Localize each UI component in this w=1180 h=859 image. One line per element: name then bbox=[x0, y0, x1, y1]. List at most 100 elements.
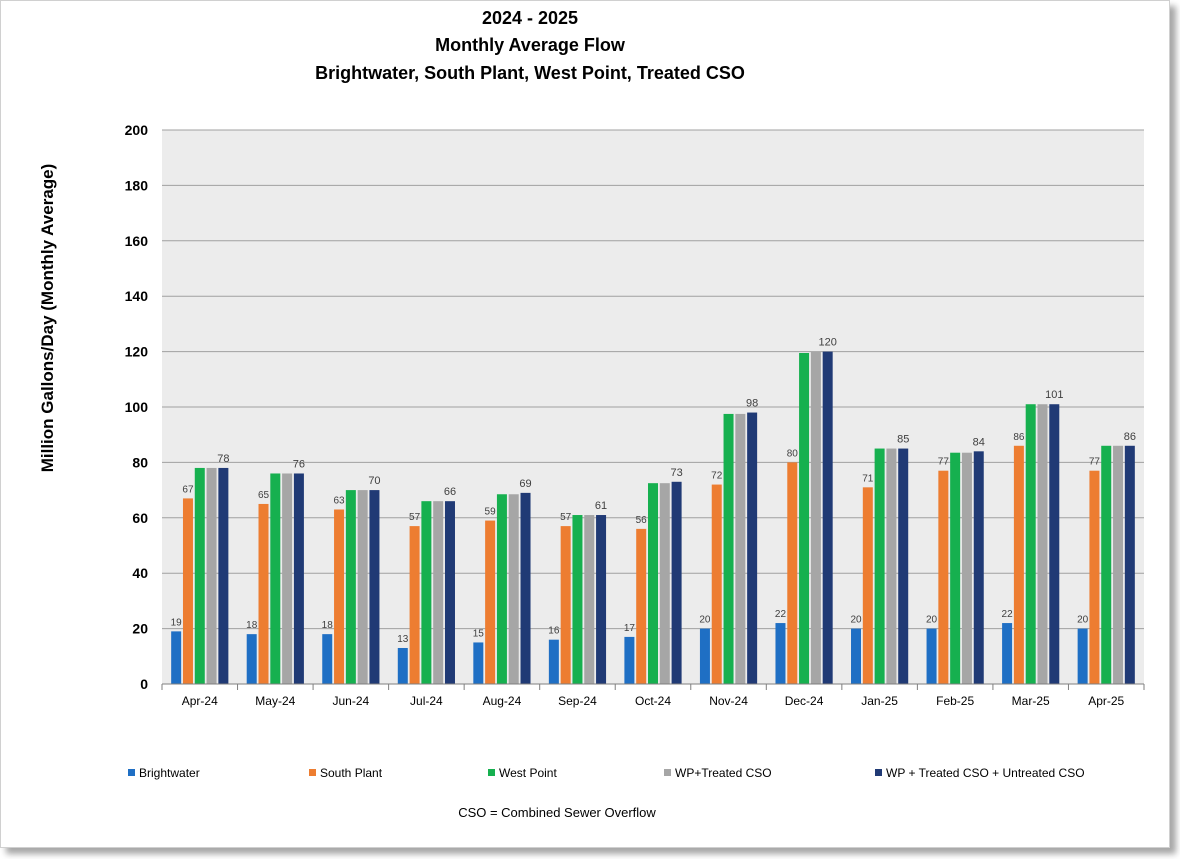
data-label: 101 bbox=[1045, 389, 1063, 401]
chart-title: 2024 - 2025 Monthly Average Flow Brightw… bbox=[315, 8, 745, 83]
y-tick-label: 200 bbox=[125, 122, 149, 138]
x-tick-label: Jun-24 bbox=[332, 694, 369, 708]
bar bbox=[171, 631, 182, 684]
data-label: 69 bbox=[519, 478, 531, 490]
bar bbox=[409, 526, 420, 684]
bar bbox=[421, 501, 432, 684]
y-tick-label: 20 bbox=[132, 621, 148, 637]
bar bbox=[485, 520, 496, 684]
data-label: 67 bbox=[182, 484, 194, 495]
bar bbox=[357, 490, 368, 684]
data-label: 86 bbox=[1013, 432, 1025, 443]
bar bbox=[1049, 404, 1060, 684]
bar bbox=[270, 473, 281, 684]
data-label: 57 bbox=[409, 512, 421, 523]
bar bbox=[473, 642, 484, 684]
y-tick-label: 60 bbox=[132, 510, 148, 526]
legend-entry: WP + Treated CSO + Untreated CSO bbox=[886, 766, 1085, 780]
bar bbox=[636, 528, 647, 684]
data-labels: 19 18 18 13 15 16 17 20 22 20 20 22 20 67 65 63 57 59 57 56… bbox=[171, 337, 1136, 645]
legend-entry: WP+Treated CSO bbox=[675, 766, 772, 780]
x-tick-label: Sep-24 bbox=[558, 694, 597, 708]
x-axis: Apr-24 May-24 Jun-24 Jul-24 Aug-24 Sep-24 Oct-… bbox=[161, 683, 1145, 708]
y-tick-label: 40 bbox=[132, 565, 148, 581]
bar bbox=[1101, 445, 1112, 684]
y-tick-label: 120 bbox=[125, 344, 149, 360]
data-label: 71 bbox=[862, 473, 874, 484]
x-tick-label: Mar-25 bbox=[1012, 694, 1050, 708]
data-label: 22 bbox=[775, 609, 787, 620]
bar bbox=[898, 448, 909, 684]
bar bbox=[822, 351, 833, 684]
bar bbox=[810, 351, 821, 684]
data-label: 16 bbox=[548, 626, 560, 637]
bar bbox=[1089, 470, 1100, 684]
bar bbox=[560, 526, 571, 684]
data-label: 15 bbox=[473, 628, 485, 639]
data-label: 17 bbox=[624, 623, 636, 634]
bar bbox=[648, 483, 658, 684]
bar bbox=[671, 481, 682, 684]
bar bbox=[851, 628, 862, 684]
x-tick-label: Oct-24 bbox=[635, 694, 671, 708]
data-label: 73 bbox=[670, 467, 682, 479]
bar bbox=[548, 639, 559, 684]
data-label: 20 bbox=[926, 615, 938, 626]
bar bbox=[444, 501, 455, 684]
data-label: 20 bbox=[1077, 615, 1089, 626]
x-tick-label: Jul-24 bbox=[410, 694, 443, 708]
bar bbox=[194, 467, 205, 684]
bar bbox=[711, 484, 722, 684]
bar bbox=[1037, 404, 1048, 684]
bar bbox=[596, 515, 607, 684]
bar bbox=[874, 448, 885, 684]
bar bbox=[938, 470, 949, 684]
bar-chart: 2024 - 2025 Monthly Average Flow Brightw… bbox=[38, 8, 1145, 820]
bar bbox=[584, 515, 595, 684]
legend-entry: Brightwater bbox=[139, 766, 200, 780]
x-tick-label: Nov-24 bbox=[709, 694, 748, 708]
title-line-2: Monthly Average Flow bbox=[435, 35, 626, 55]
bar bbox=[520, 492, 531, 684]
bar bbox=[282, 473, 293, 684]
bar bbox=[322, 634, 333, 684]
bar bbox=[624, 636, 635, 684]
data-label: 98 bbox=[746, 398, 758, 410]
legend-swatch bbox=[664, 769, 671, 776]
data-label: 63 bbox=[333, 495, 345, 506]
legend-swatch bbox=[875, 769, 882, 776]
x-tick-label: May-24 bbox=[255, 694, 295, 708]
bar bbox=[735, 413, 746, 684]
data-label: 66 bbox=[444, 486, 456, 498]
bar bbox=[1025, 404, 1036, 684]
footnote: CSO = Combined Sewer Overflow bbox=[458, 805, 656, 820]
data-label: 78 bbox=[217, 453, 229, 465]
data-label: 72 bbox=[711, 471, 723, 482]
x-tick-label: Apr-24 bbox=[182, 694, 218, 708]
x-tick-label: Jan-25 bbox=[861, 694, 898, 708]
y-tick-label: 100 bbox=[125, 399, 149, 415]
bar bbox=[218, 467, 229, 684]
bar bbox=[258, 503, 269, 684]
bar bbox=[1077, 628, 1088, 684]
x-tick-label: Apr-25 bbox=[1088, 694, 1124, 708]
x-tick-label: Feb-25 bbox=[936, 694, 974, 708]
data-label: 85 bbox=[897, 434, 909, 446]
x-tick-label: Aug-24 bbox=[483, 694, 522, 708]
title-line-3: Brightwater, South Plant, West Point, Tr… bbox=[315, 63, 745, 83]
legend-swatch bbox=[309, 769, 316, 776]
data-label: 61 bbox=[595, 500, 607, 512]
bar bbox=[369, 490, 380, 684]
x-tick-label: Dec-24 bbox=[785, 694, 824, 708]
legend-entry: West Point bbox=[499, 766, 557, 780]
data-label: 70 bbox=[368, 475, 380, 487]
y-axis: 0 20 40 60 80 100 120 140 160 180 200 bbox=[125, 122, 149, 692]
bar bbox=[699, 628, 710, 684]
data-label: 20 bbox=[850, 615, 862, 626]
bar bbox=[862, 487, 873, 684]
data-label: 19 bbox=[171, 617, 183, 628]
bar bbox=[246, 634, 257, 684]
bar bbox=[775, 623, 786, 684]
bar bbox=[572, 515, 583, 684]
data-label: 22 bbox=[1002, 609, 1014, 620]
